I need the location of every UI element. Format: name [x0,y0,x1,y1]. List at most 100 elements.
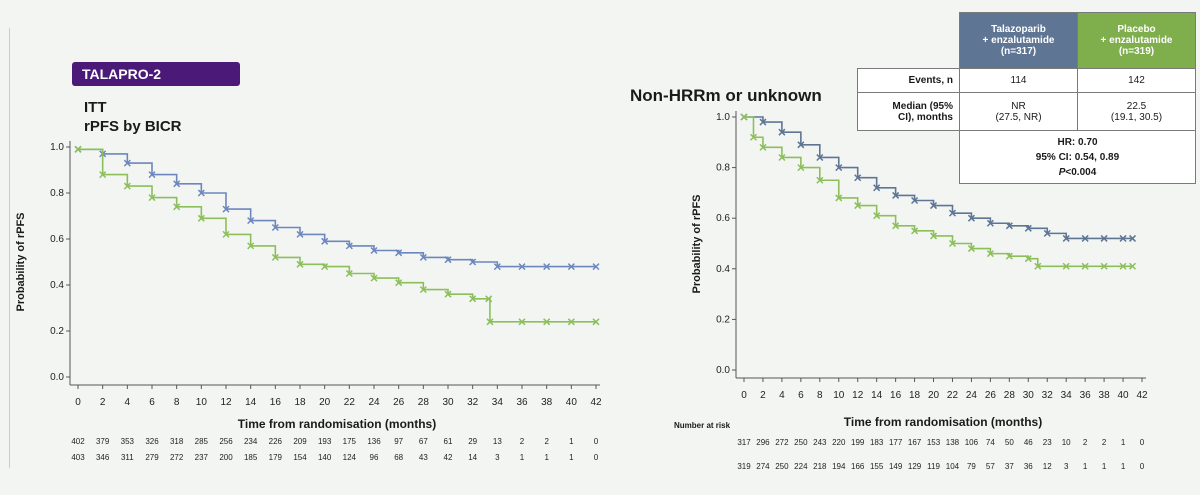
censor-mark [173,203,181,211]
hdr-t-line1: Talazoparib [991,24,1046,35]
risk-value: 46 [1024,438,1033,447]
censor-mark [1128,234,1137,242]
risk-value: 224 [794,462,808,471]
risk-value: 193 [318,437,332,446]
censor-mark [271,253,279,261]
censor-mark [518,318,526,326]
x-tick-label: 32 [1042,390,1054,401]
risk-value: 61 [444,437,453,446]
x-axis-label: Time from randomisation (months) [844,415,1042,429]
x-tick-label: 2 [100,397,106,408]
censor-mark [749,133,758,141]
p-text: P<0.004 [1058,166,1097,178]
x-tick-label: 34 [1061,390,1073,401]
hazard-ratio-cell: HR: 0.70 95% CI: 0.54, 0.89 P<0.004 [959,130,1196,184]
risk-value: 319 [737,462,751,471]
censor-mark [1024,224,1032,232]
censor-mark [740,113,748,121]
median-label: Median (95% CI), months [857,92,960,131]
x-tick-label: 4 [779,390,785,401]
km-curve-series-2 [744,116,1133,268]
censor-mark [929,232,938,240]
censor-mark [370,246,378,255]
y-tick-label: 0.4 [50,280,64,291]
risk-value: 234 [244,437,258,446]
censor-mark [592,318,600,326]
risk-value: 0 [594,453,599,462]
risk-value: 13 [493,437,502,446]
risk-value: 140 [318,453,332,462]
censor-mark [854,174,862,182]
risk-label: Number at risk [674,421,731,430]
km-curve-series-2 [78,148,596,323]
censor-mark [1005,222,1013,230]
censor-mark [835,194,843,202]
risk-value: 23 [1043,438,1052,447]
risk-value: 42 [444,453,453,462]
table-corner [858,13,960,69]
censor-mark [892,222,900,230]
risk-value: 274 [756,462,770,471]
x-tick-label: 14 [871,390,883,401]
censor-mark [1119,234,1127,242]
y-tick-label: 1.0 [50,142,64,153]
censor-mark [1128,262,1137,270]
x-tick-label: 22 [947,390,959,401]
risk-value: 183 [870,438,884,447]
censor-mark [518,263,526,271]
risk-value: 200 [219,453,233,462]
censor-mark [1034,262,1042,270]
censor-mark [892,191,900,199]
censor-mark [321,263,329,271]
x-tick-label: 24 [966,390,978,401]
risk-value: 353 [121,437,135,446]
risk-value: 0 [594,437,599,446]
hdr-t-line3: (n=317) [1000,46,1037,57]
censor-mark [444,256,452,264]
risk-value: 136 [367,437,381,446]
risk-value: 97 [394,437,403,446]
risk-value: 402 [71,437,85,446]
x-tick-label: 30 [1023,390,1035,401]
risk-value: 68 [394,453,403,462]
x-tick-label: 6 [798,390,804,401]
x-tick-label: 32 [467,397,479,408]
censor-mark [1005,252,1013,260]
risk-value: 272 [775,438,789,447]
censor-mark [148,171,156,179]
risk-value: 285 [195,437,209,446]
median-p-ci: (19.1, 30.5) [1110,111,1163,123]
y-tick-label: 0.2 [50,326,64,337]
censor-mark [948,239,957,248]
censor-mark [197,214,205,222]
censor-mark [567,318,575,326]
y-tick-label: 0.8 [716,163,730,174]
table-blank [858,131,960,184]
censor-mark [778,153,786,162]
x-tick-label: 24 [368,397,380,408]
risk-value: 237 [195,453,209,462]
x-tick-label: 14 [245,397,257,408]
median-label-line2: CI), months [898,111,953,123]
censor-mark [444,290,452,298]
risk-value: 194 [832,462,846,471]
x-tick-label: 36 [516,397,528,408]
x-tick-label: 36 [1080,390,1092,401]
risk-value: 296 [756,438,770,447]
censor-mark [419,253,427,261]
risk-value: 104 [946,462,960,471]
censor-mark [493,263,501,271]
risk-value: 2 [1083,438,1088,447]
censor-mark [797,141,805,149]
risk-value: 3 [1064,462,1069,471]
censor-mark [759,118,767,126]
risk-value: 218 [813,462,827,471]
median-label-line1: Median (95% [892,100,953,112]
risk-value: 166 [851,462,865,471]
risk-value: 3 [495,453,500,462]
x-tick-label: 10 [833,390,845,401]
risk-value: 124 [343,453,357,462]
censor-mark [1100,234,1108,242]
median-placebo: 22.5 (19.1, 30.5) [1077,92,1196,131]
censor-mark [1062,262,1070,270]
